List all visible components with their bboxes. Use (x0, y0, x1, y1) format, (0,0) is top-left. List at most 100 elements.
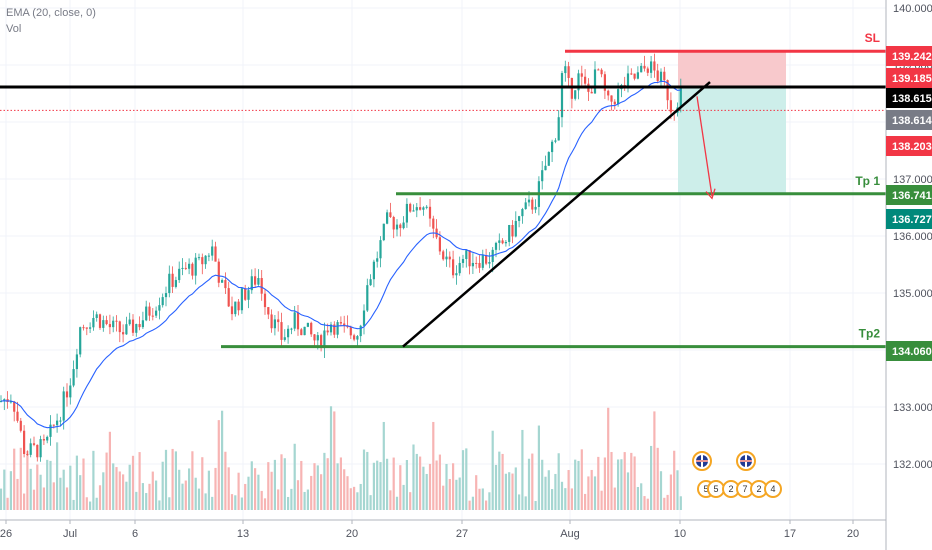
volume-bar (659, 471, 663, 510)
volume-bar (501, 453, 504, 510)
candle-body (69, 385, 72, 398)
volume-bar (422, 466, 425, 510)
candle-body (564, 66, 567, 74)
volume-bar (475, 475, 478, 510)
volume-bar (92, 450, 95, 510)
volume-bar (62, 469, 65, 510)
volume-bar (560, 481, 564, 510)
volume-legend-label[interactable]: Vol (6, 23, 22, 35)
volume-bar (679, 496, 682, 510)
volume-bar (95, 497, 98, 510)
candle-body (402, 222, 405, 229)
candle-body (329, 324, 333, 333)
take-profit-1-label: Tp 1 (855, 174, 880, 188)
volume-bar (257, 474, 260, 510)
volume-bar (290, 488, 293, 510)
candle-body (603, 74, 606, 91)
candle-body (580, 73, 583, 77)
candle-body (386, 212, 389, 224)
volume-bar (82, 458, 85, 510)
volume-bar (633, 456, 636, 510)
candle-body (155, 310, 158, 316)
volume-bar (26, 451, 29, 510)
candle-body (141, 320, 144, 328)
candle-body (89, 327, 92, 329)
candle-body (369, 279, 372, 286)
candle-body (19, 420, 22, 431)
event-value: 2 (756, 484, 761, 494)
candle-body (584, 76, 587, 84)
candle-body (79, 327, 82, 355)
rising-trendline (402, 81, 711, 348)
candle-body (405, 203, 408, 223)
volume-bar (151, 471, 154, 510)
candle-body (445, 256, 448, 260)
volume-bar (247, 476, 250, 510)
candle-body (326, 330, 329, 333)
candle-body (399, 224, 402, 229)
volume-bar (557, 453, 560, 510)
candle-body (293, 312, 296, 329)
volume-bar (343, 469, 346, 510)
volume-bar (597, 456, 600, 510)
candle-body (428, 206, 432, 219)
volume-bar (494, 464, 498, 510)
x-tick-label: 6 (132, 528, 138, 540)
volume-bar (217, 420, 220, 510)
price-tag-value: 138.615 (892, 93, 932, 105)
volume-bar (333, 411, 336, 510)
volume-bar (287, 496, 290, 510)
volume-bar (461, 450, 465, 510)
candle-body (395, 224, 399, 230)
candle-body (346, 325, 349, 328)
candle-body (145, 306, 148, 321)
volume-bar (75, 455, 78, 510)
candle-body (504, 241, 507, 244)
ema-legend-label[interactable]: EMA (20, close, 0) (6, 7, 96, 19)
position-zones[interactable] (678, 51, 786, 194)
volume-bar (135, 491, 138, 510)
volume-bar (412, 444, 415, 510)
candle-body (316, 335, 319, 341)
candle-body (263, 293, 267, 308)
candle-body (567, 66, 570, 78)
candle-body (333, 324, 336, 335)
volume-bar (250, 461, 253, 510)
volume-bar (171, 448, 174, 510)
candle-body (82, 327, 85, 329)
volume-bar (458, 477, 461, 510)
candle-body (409, 203, 412, 212)
candle-body (85, 327, 88, 329)
volume-bar (254, 468, 257, 510)
volume-bar (666, 494, 669, 510)
candle-body (560, 73, 564, 118)
candle-body (508, 224, 511, 242)
volume-bar (567, 470, 570, 510)
volume-bar (102, 472, 105, 510)
x-tick-label: Jul (63, 528, 77, 540)
volume-bar (303, 491, 306, 510)
volume-bar (382, 421, 385, 510)
volume-bar (613, 487, 616, 510)
volume-bar (356, 492, 359, 510)
candle-body (171, 273, 174, 287)
volume-bar (455, 479, 458, 510)
candle-body (32, 443, 36, 445)
candle-body (372, 261, 375, 280)
volume-bar (415, 453, 418, 510)
candle-body (125, 324, 128, 335)
drawn-lines[interactable]: SL Tp 1 Tp2 (0, 31, 886, 349)
candle-body (65, 391, 69, 398)
candle-body (511, 224, 514, 237)
volume-bar (260, 490, 263, 510)
volume-bar (221, 410, 224, 510)
volume-bar (36, 464, 39, 510)
volume-bar (584, 493, 587, 510)
candle-body (102, 320, 105, 328)
candle-body (551, 141, 554, 153)
volume-bar (395, 496, 399, 510)
price-tag (886, 88, 932, 108)
volume-bar (178, 469, 181, 510)
